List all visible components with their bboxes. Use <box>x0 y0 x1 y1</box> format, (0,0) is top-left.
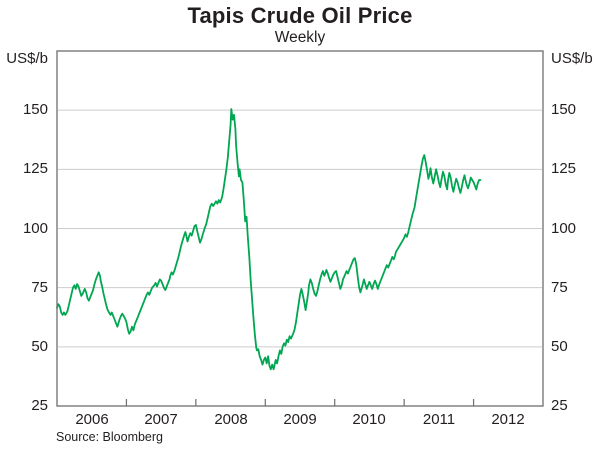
y-tick-label-left-125: 125 <box>22 160 48 177</box>
y-tick-label-right-150: 150 <box>551 101 577 118</box>
x-year-label-2007: 2007 <box>144 411 178 428</box>
x-year-label-2010: 2010 <box>352 411 386 428</box>
chart-title: Tapis Crude Oil Price <box>187 3 413 28</box>
y-tick-label-right-75: 75 <box>551 279 568 296</box>
plot-frame <box>56 50 544 407</box>
x-year-label-2012: 2012 <box>491 411 525 428</box>
y-tick-label-right-25: 25 <box>551 397 568 414</box>
y-tick-label-left-25: 25 <box>31 397 48 414</box>
y-tick-label-right-100: 100 <box>551 220 577 237</box>
y-tick-label-left-75: 75 <box>31 279 48 296</box>
x-year-label-2008: 2008 <box>214 411 248 428</box>
chart-subtitle: Weekly <box>274 29 326 46</box>
source-note: Source: Bloomberg <box>56 430 164 444</box>
y-tick-label-right-50: 50 <box>551 338 568 355</box>
y-tick-label-left-150: 150 <box>22 101 48 118</box>
x-year-label-2006: 2006 <box>75 411 109 428</box>
y-axis-unit-right: US$/b <box>551 50 593 67</box>
y-tick-label-left-50: 50 <box>31 338 48 355</box>
y-tick-label-right-125: 125 <box>551 160 577 177</box>
x-year-label-2011: 2011 <box>422 411 456 428</box>
x-year-label-2009: 2009 <box>283 411 317 428</box>
y-tick-label-left-100: 100 <box>22 220 48 237</box>
price-line <box>56 108 482 371</box>
y-axis-unit-left: US$/b <box>6 50 48 67</box>
